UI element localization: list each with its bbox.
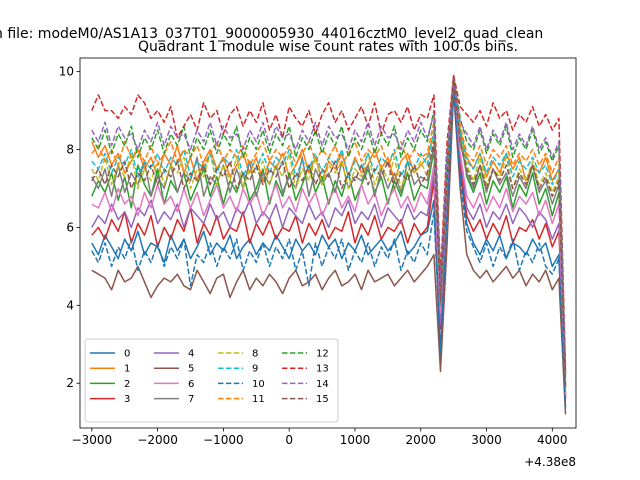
x-tick-label: 2000 — [405, 433, 436, 447]
series-line-3 — [91, 82, 567, 399]
series-line-2 — [91, 74, 567, 395]
x-tick-label: 4000 — [537, 433, 568, 447]
series-line-8 — [91, 78, 567, 384]
y-tick-label: 8 — [66, 143, 74, 157]
chart-title: Quadrant 1 module wise count rates with … — [138, 39, 518, 55]
x-tick-label: −2000 — [137, 433, 178, 447]
x-tick-label: −1000 — [203, 433, 244, 447]
series-line-4 — [91, 82, 567, 399]
series-line-14 — [91, 78, 567, 376]
x-tick-label: 1000 — [340, 433, 371, 447]
x-tick-label: −3000 — [72, 433, 113, 447]
legend-label-4: 4 — [188, 349, 194, 360]
legend-label-15: 15 — [316, 394, 329, 405]
legend-label-1: 1 — [124, 364, 130, 375]
figure-suptitle: n file: modeM0/AS1A13_037T01_9000005930_… — [0, 26, 543, 42]
y-tick-label: 6 — [66, 220, 74, 234]
legend-label-8: 8 — [252, 349, 258, 360]
series-line-11 — [91, 78, 567, 376]
x-axis: −3000 −2000 −1000 0 1000 2000 3000 4000 — [72, 428, 568, 447]
legend-label-2: 2 — [124, 379, 130, 390]
legend-label-12: 12 — [316, 349, 329, 360]
y-tick-label: 10 — [59, 65, 74, 79]
legend-label-14: 14 — [316, 379, 329, 390]
y-tick-label: 2 — [66, 376, 74, 390]
series-line-13 — [91, 74, 567, 368]
legend-box — [84, 338, 339, 423]
legend-label-6: 6 — [188, 379, 194, 390]
legend-label-11: 11 — [252, 394, 265, 405]
series-line-6 — [91, 78, 567, 395]
legend-label-3: 3 — [124, 394, 130, 405]
legend-label-13: 13 — [316, 364, 329, 375]
legend-label-7: 7 — [188, 394, 194, 405]
legend-label-5: 5 — [188, 364, 194, 375]
series-layer — [91, 74, 567, 415]
series-line-12 — [91, 74, 567, 372]
series-line-10 — [91, 86, 567, 411]
x-offset-label: +4.38e8 — [524, 455, 576, 469]
plot-frame — [79, 57, 577, 429]
legend-label-10: 10 — [252, 379, 265, 390]
y-tick-label: 4 — [66, 298, 74, 312]
legend-label-0: 0 — [124, 349, 130, 360]
legend-label-9: 9 — [252, 364, 258, 375]
y-axis: 2 4 6 8 10 — [59, 65, 80, 390]
series-line-5 — [91, 90, 567, 415]
x-tick-label: 0 — [285, 433, 293, 447]
series-line-7 — [91, 78, 567, 388]
x-tick-label: 3000 — [471, 433, 502, 447]
series-line-15 — [91, 78, 567, 388]
